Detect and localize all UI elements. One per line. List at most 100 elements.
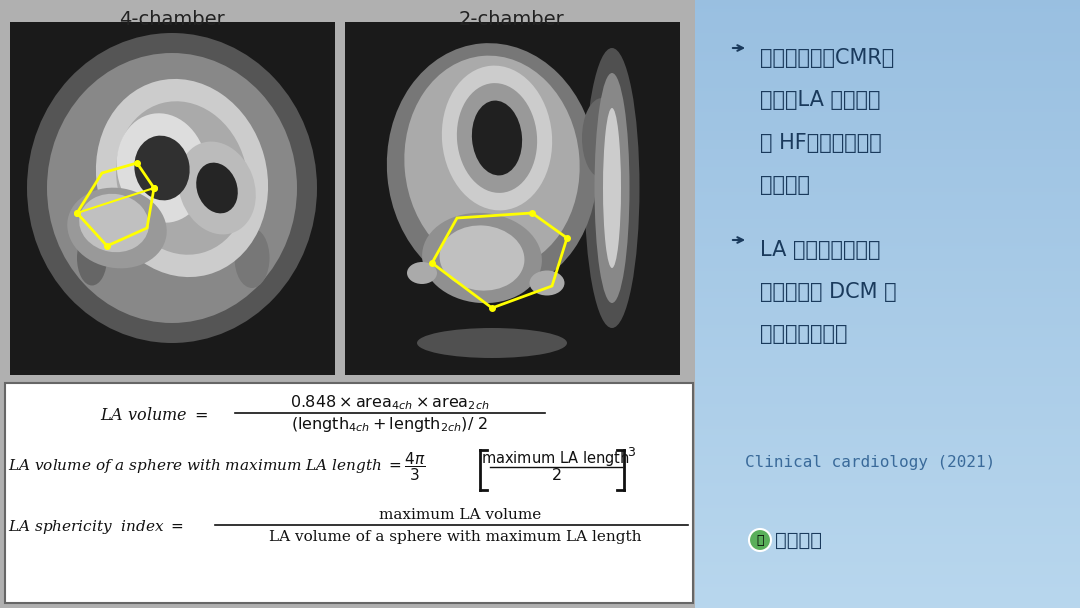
Text: LA sphericity  index $=$: LA sphericity index $=$: [8, 518, 184, 536]
Bar: [696, 435, 1080, 438]
Bar: [696, 499, 1080, 502]
Bar: [696, 602, 1080, 605]
Bar: [696, 581, 1080, 584]
Bar: [696, 52, 1080, 55]
Bar: [696, 88, 1080, 91]
Bar: [696, 535, 1080, 538]
Ellipse shape: [96, 79, 268, 277]
Bar: [696, 304, 1080, 307]
Ellipse shape: [457, 83, 537, 193]
Bar: [696, 295, 1080, 298]
Bar: [696, 252, 1080, 255]
Bar: [696, 106, 1080, 109]
Bar: [696, 27, 1080, 30]
Bar: [696, 344, 1080, 347]
Bar: [696, 465, 1080, 468]
Bar: [696, 134, 1080, 137]
Bar: [696, 149, 1080, 152]
Bar: [696, 380, 1080, 383]
Ellipse shape: [387, 43, 597, 293]
Text: LA volume of a sphere with maximum LA length $= \dfrac{4\pi}{3}$: LA volume of a sphere with maximum LA le…: [8, 451, 426, 483]
Bar: [696, 131, 1080, 134]
Bar: [696, 255, 1080, 258]
Ellipse shape: [117, 113, 207, 223]
Bar: [696, 292, 1080, 295]
Bar: [696, 432, 1080, 435]
Bar: [696, 225, 1080, 228]
Bar: [696, 76, 1080, 79]
Bar: [696, 347, 1080, 350]
Ellipse shape: [178, 142, 256, 235]
Ellipse shape: [584, 48, 639, 328]
Bar: [696, 219, 1080, 222]
Ellipse shape: [27, 33, 318, 343]
Bar: [696, 483, 1080, 486]
Bar: [696, 286, 1080, 289]
Text: 是 HF住院的独立预: 是 HF住院的独立预: [760, 133, 881, 153]
Bar: [696, 213, 1080, 216]
Bar: [696, 331, 1080, 334]
Ellipse shape: [407, 262, 437, 284]
Ellipse shape: [417, 328, 567, 358]
Bar: [696, 605, 1080, 608]
Bar: [696, 441, 1080, 444]
Bar: [696, 423, 1080, 426]
Ellipse shape: [440, 226, 525, 291]
Bar: [696, 426, 1080, 429]
Bar: [696, 590, 1080, 593]
Ellipse shape: [234, 228, 270, 288]
Bar: [696, 553, 1080, 556]
Bar: [696, 216, 1080, 219]
Text: Clinical cardiology (2021): Clinical cardiology (2021): [745, 455, 996, 470]
Bar: [696, 578, 1080, 581]
Ellipse shape: [472, 100, 522, 176]
Bar: [696, 97, 1080, 100]
Bar: [696, 401, 1080, 404]
Bar: [696, 240, 1080, 243]
Bar: [696, 198, 1080, 201]
Bar: [696, 61, 1080, 64]
Bar: [696, 450, 1080, 453]
Bar: [696, 0, 1080, 3]
Bar: [696, 395, 1080, 398]
Bar: [696, 249, 1080, 252]
Bar: [5, 383, 693, 603]
Bar: [696, 283, 1080, 286]
Text: 2-chamber: 2-chamber: [459, 10, 565, 29]
Bar: [696, 179, 1080, 182]
Bar: [696, 416, 1080, 420]
Bar: [696, 359, 1080, 362]
Bar: [345, 22, 680, 375]
Bar: [696, 468, 1080, 471]
Bar: [696, 201, 1080, 204]
Text: 测因子。: 测因子。: [760, 175, 810, 195]
Bar: [696, 55, 1080, 58]
Bar: [696, 353, 1080, 356]
Bar: [696, 538, 1080, 541]
Bar: [696, 70, 1080, 73]
Bar: [696, 471, 1080, 474]
Bar: [696, 368, 1080, 371]
Bar: [696, 508, 1080, 511]
Text: $(\mathrm{length}_{4ch} + \mathrm{length}_{2ch})/\ 2$: $(\mathrm{length}_{4ch} + \mathrm{length…: [292, 415, 488, 434]
Text: 评估的LA 球形指数: 评估的LA 球形指数: [760, 90, 880, 110]
Bar: [696, 599, 1080, 602]
Bar: [696, 489, 1080, 492]
Text: maximum LA volume: maximum LA volume: [379, 508, 541, 522]
Bar: [696, 593, 1080, 596]
Bar: [696, 301, 1080, 304]
Bar: [696, 377, 1080, 380]
Bar: [696, 73, 1080, 76]
Bar: [696, 268, 1080, 271]
Bar: [696, 264, 1080, 268]
Bar: [696, 116, 1080, 119]
Bar: [696, 568, 1080, 572]
Bar: [696, 520, 1080, 523]
Bar: [696, 43, 1080, 46]
Bar: [696, 274, 1080, 277]
Bar: [696, 584, 1080, 587]
Bar: [696, 258, 1080, 261]
Bar: [696, 119, 1080, 122]
Ellipse shape: [442, 66, 552, 210]
Bar: [696, 547, 1080, 550]
